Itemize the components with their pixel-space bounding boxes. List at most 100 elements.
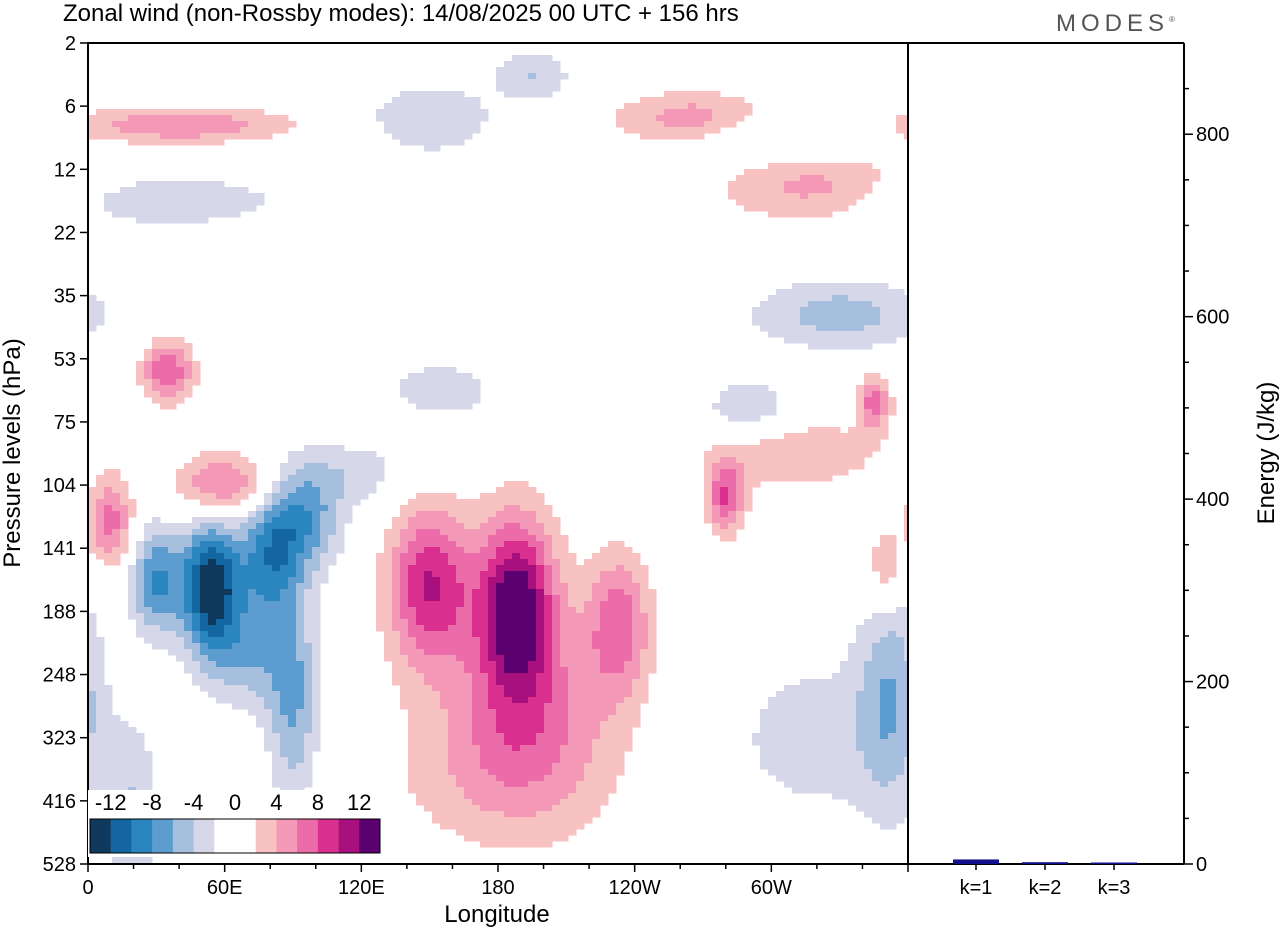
heatmap-cell	[216, 637, 225, 644]
heatmap-cell	[440, 799, 449, 806]
heatmap-cell	[312, 595, 321, 602]
heatmap-cell	[352, 463, 361, 470]
heatmap-cell	[664, 127, 673, 134]
heatmap-cell	[480, 649, 489, 656]
heatmap-cell	[808, 337, 817, 344]
heatmap-cell	[656, 115, 665, 122]
heatmap-cell	[288, 727, 297, 734]
heatmap-cell	[88, 325, 97, 332]
heatmap-cell	[480, 715, 489, 722]
heatmap-cell	[600, 559, 609, 566]
heatmap-cell	[240, 529, 249, 536]
heatmap-cell	[608, 757, 617, 764]
heatmap-cell	[304, 667, 313, 674]
heatmap-cell	[624, 583, 633, 590]
heatmap-cell	[504, 619, 513, 626]
heatmap-cell	[760, 169, 769, 176]
heatmap-cell	[856, 187, 865, 194]
heatmap-cell	[848, 445, 857, 452]
heatmap-cell	[520, 823, 529, 830]
heatmap-cell	[320, 481, 329, 488]
heatmap-cell	[200, 481, 209, 488]
heatmap-cell	[432, 523, 441, 530]
heatmap-cell	[488, 643, 497, 650]
heatmap-cell	[480, 499, 489, 506]
heatmap-cell	[560, 679, 569, 686]
colorbar-swatch	[297, 819, 319, 853]
heatmap-cell	[872, 721, 881, 728]
heatmap-cell	[688, 109, 697, 116]
heatmap-cell	[288, 757, 297, 764]
heatmap-cell	[272, 703, 281, 710]
heatmap-cell	[96, 535, 105, 542]
heatmap-cell	[784, 739, 793, 746]
heatmap-cell	[616, 745, 625, 752]
heatmap-cell	[144, 379, 153, 386]
heatmap-cell	[840, 433, 849, 440]
heatmap-cell	[464, 529, 473, 536]
heatmap-cell	[584, 787, 593, 794]
heatmap-cell	[856, 709, 865, 716]
heatmap-cell	[312, 661, 321, 668]
heatmap-cell	[112, 739, 121, 746]
heatmap-cell	[808, 163, 817, 170]
heatmap-cell	[704, 463, 713, 470]
heatmap-cell	[576, 781, 585, 788]
heatmap-cell	[568, 589, 577, 596]
heatmap-cell	[96, 721, 105, 728]
heatmap-cell	[480, 823, 489, 830]
heatmap-cell	[824, 193, 833, 200]
heatmap-cell	[592, 775, 601, 782]
heatmap-cell	[496, 85, 505, 92]
heatmap-cell	[512, 583, 521, 590]
heatmap-cell	[832, 781, 841, 788]
heatmap-cell	[872, 289, 881, 296]
heatmap-cell	[400, 385, 409, 392]
heatmap-cell	[128, 193, 137, 200]
heatmap-cell	[608, 643, 617, 650]
heatmap-cell	[552, 781, 561, 788]
heatmap-cell	[448, 823, 457, 830]
heatmap-cell	[528, 523, 537, 530]
heatmap-cell	[160, 217, 169, 224]
heatmap-cell	[296, 631, 305, 638]
heatmap-cell	[304, 499, 313, 506]
heatmap-cell	[456, 769, 465, 776]
heatmap-cell	[864, 187, 873, 194]
heatmap-cell	[824, 307, 833, 314]
heatmap-cell	[160, 343, 169, 350]
heatmap-cell	[672, 91, 681, 98]
heatmap-cell	[576, 763, 585, 770]
heatmap-cell	[616, 631, 625, 638]
heatmap-cell	[392, 523, 401, 530]
heatmap-cell	[536, 727, 545, 734]
heatmap-cell	[184, 361, 193, 368]
heatmap-cell	[432, 817, 441, 824]
heatmap-cell	[240, 685, 249, 692]
heatmap-cell	[200, 613, 209, 620]
heatmap-cell	[376, 463, 385, 470]
heatmap-cell	[336, 493, 345, 500]
heatmap-cell	[472, 625, 481, 632]
heatmap-cell	[856, 163, 865, 170]
heatmap-cell	[520, 793, 529, 800]
heatmap-cell	[248, 127, 257, 134]
heatmap-cell	[848, 307, 857, 314]
heatmap-cell	[472, 577, 481, 584]
heatmap-cell	[176, 481, 185, 488]
heatmap-cell	[216, 529, 225, 536]
heatmap-cell	[256, 109, 265, 116]
heatmap-cell	[288, 589, 297, 596]
heatmap-cell	[544, 787, 553, 794]
heatmap-cell	[856, 805, 865, 812]
heatmap-cell	[520, 595, 529, 602]
heatmap-cell	[528, 565, 537, 572]
heatmap-cell	[592, 571, 601, 578]
heatmap-cell	[528, 637, 537, 644]
heatmap-cell	[784, 313, 793, 320]
heatmap-cell	[496, 499, 505, 506]
heatmap-cell	[424, 745, 433, 752]
heatmap-cell	[296, 739, 305, 746]
heatmap-cell	[120, 115, 129, 122]
heatmap-cell	[432, 805, 441, 812]
